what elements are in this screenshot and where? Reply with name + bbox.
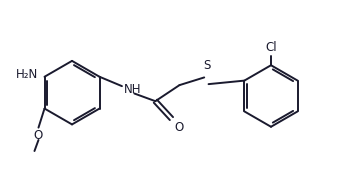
Text: NH: NH <box>124 83 142 96</box>
Text: O: O <box>34 129 43 142</box>
Text: H₂N: H₂N <box>16 68 39 81</box>
Text: O: O <box>174 121 183 134</box>
Text: S: S <box>203 60 211 72</box>
Text: Cl: Cl <box>265 41 277 54</box>
